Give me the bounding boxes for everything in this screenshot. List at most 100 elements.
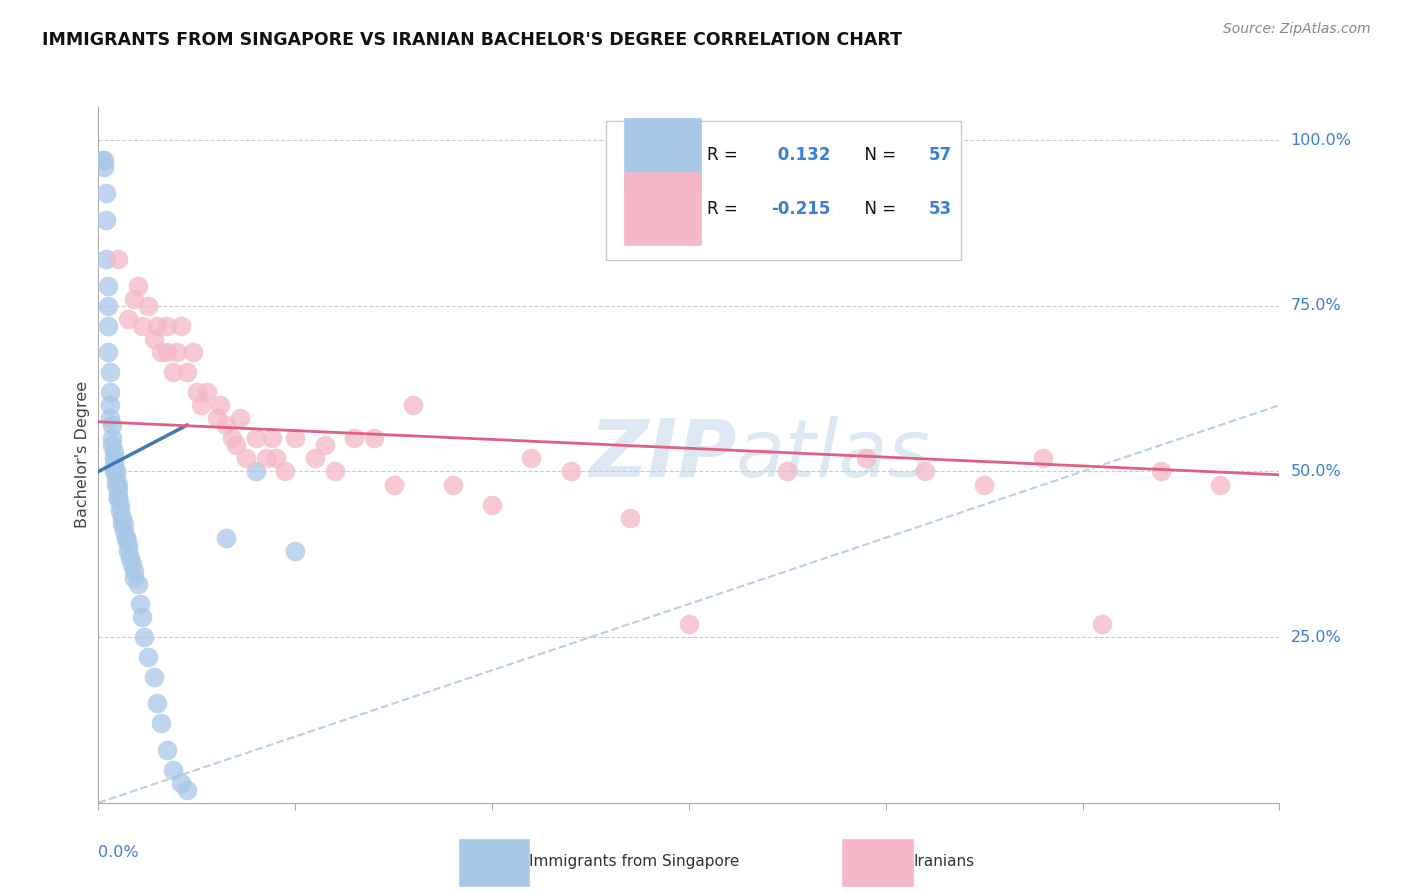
Point xyxy=(107,491,129,505)
Point xyxy=(97,279,120,293)
Point xyxy=(181,345,204,359)
Point xyxy=(108,498,131,512)
Point xyxy=(156,743,179,757)
Point xyxy=(195,384,218,399)
Text: Source: ZipAtlas.com: Source: ZipAtlas.com xyxy=(1223,22,1371,37)
Point xyxy=(105,471,128,485)
Point xyxy=(150,716,173,731)
Point xyxy=(115,531,138,545)
Point xyxy=(93,153,115,167)
Point xyxy=(166,345,188,359)
Point xyxy=(91,153,114,167)
Point xyxy=(97,345,120,359)
Point xyxy=(107,252,129,267)
Point xyxy=(245,431,267,445)
Point xyxy=(973,477,995,491)
Point xyxy=(215,418,238,433)
Point xyxy=(215,531,238,545)
Text: 100.0%: 100.0% xyxy=(1291,133,1351,148)
Point xyxy=(162,365,184,379)
Point xyxy=(142,670,165,684)
Point xyxy=(323,465,346,479)
Point xyxy=(560,465,582,479)
Point xyxy=(170,776,193,790)
Point xyxy=(118,550,141,565)
Point xyxy=(136,650,159,665)
Point xyxy=(1209,477,1232,491)
Point xyxy=(1032,451,1054,466)
Point xyxy=(186,384,208,399)
Point xyxy=(108,504,131,518)
Point xyxy=(97,318,120,333)
Point xyxy=(402,398,425,412)
Text: Iranians: Iranians xyxy=(914,855,974,870)
Point xyxy=(1150,465,1173,479)
Point xyxy=(103,458,125,472)
Point xyxy=(105,477,128,491)
Point xyxy=(101,431,124,445)
Point xyxy=(229,411,252,425)
Text: 0.0%: 0.0% xyxy=(98,845,139,860)
Text: IMMIGRANTS FROM SINGAPORE VS IRANIAN BACHELOR'S DEGREE CORRELATION CHART: IMMIGRANTS FROM SINGAPORE VS IRANIAN BAC… xyxy=(42,31,903,49)
Point xyxy=(855,451,877,466)
Point xyxy=(111,511,134,525)
Point xyxy=(131,610,153,624)
Point xyxy=(146,697,169,711)
Point xyxy=(128,597,150,611)
Point xyxy=(776,465,799,479)
Point xyxy=(122,564,145,578)
Point xyxy=(96,252,118,267)
Point xyxy=(146,318,169,333)
Point xyxy=(205,411,228,425)
Point xyxy=(101,438,124,452)
Point xyxy=(142,332,165,346)
Point xyxy=(254,451,277,466)
Point xyxy=(132,630,155,644)
Point xyxy=(112,524,135,538)
Point xyxy=(96,212,118,227)
Point xyxy=(162,763,184,777)
Point xyxy=(176,365,198,379)
Point xyxy=(103,451,125,466)
Text: 50.0%: 50.0% xyxy=(1291,464,1341,479)
Point xyxy=(1091,616,1114,631)
Point xyxy=(105,465,128,479)
Point xyxy=(96,186,118,201)
Text: N =: N = xyxy=(855,145,901,164)
Point xyxy=(190,398,212,412)
Point xyxy=(176,782,198,797)
Text: atlas: atlas xyxy=(737,416,931,494)
Point xyxy=(136,299,159,313)
Text: 75.0%: 75.0% xyxy=(1291,298,1341,313)
Point xyxy=(107,477,129,491)
Point xyxy=(441,477,464,491)
Point xyxy=(98,411,121,425)
Text: N =: N = xyxy=(855,200,901,218)
Point xyxy=(117,537,139,551)
Point xyxy=(98,384,121,399)
Point xyxy=(382,477,405,491)
Point xyxy=(121,558,143,572)
Text: R =: R = xyxy=(707,145,742,164)
Text: 25.0%: 25.0% xyxy=(1291,630,1341,645)
Point xyxy=(122,570,145,584)
Point xyxy=(260,431,283,445)
Point xyxy=(225,438,247,452)
Point xyxy=(314,438,336,452)
Point xyxy=(98,398,121,412)
FancyBboxPatch shape xyxy=(458,839,530,887)
Point xyxy=(284,544,307,558)
FancyBboxPatch shape xyxy=(624,118,700,191)
FancyBboxPatch shape xyxy=(842,839,914,887)
Text: ZIP: ZIP xyxy=(589,416,737,494)
Point xyxy=(93,160,115,174)
Text: Immigrants from Singapore: Immigrants from Singapore xyxy=(530,855,740,870)
Point xyxy=(131,318,153,333)
Point xyxy=(156,345,179,359)
Point xyxy=(103,465,125,479)
Point xyxy=(274,465,297,479)
Point xyxy=(107,484,129,499)
Point xyxy=(209,398,232,412)
Point xyxy=(284,431,307,445)
Point xyxy=(127,279,149,293)
